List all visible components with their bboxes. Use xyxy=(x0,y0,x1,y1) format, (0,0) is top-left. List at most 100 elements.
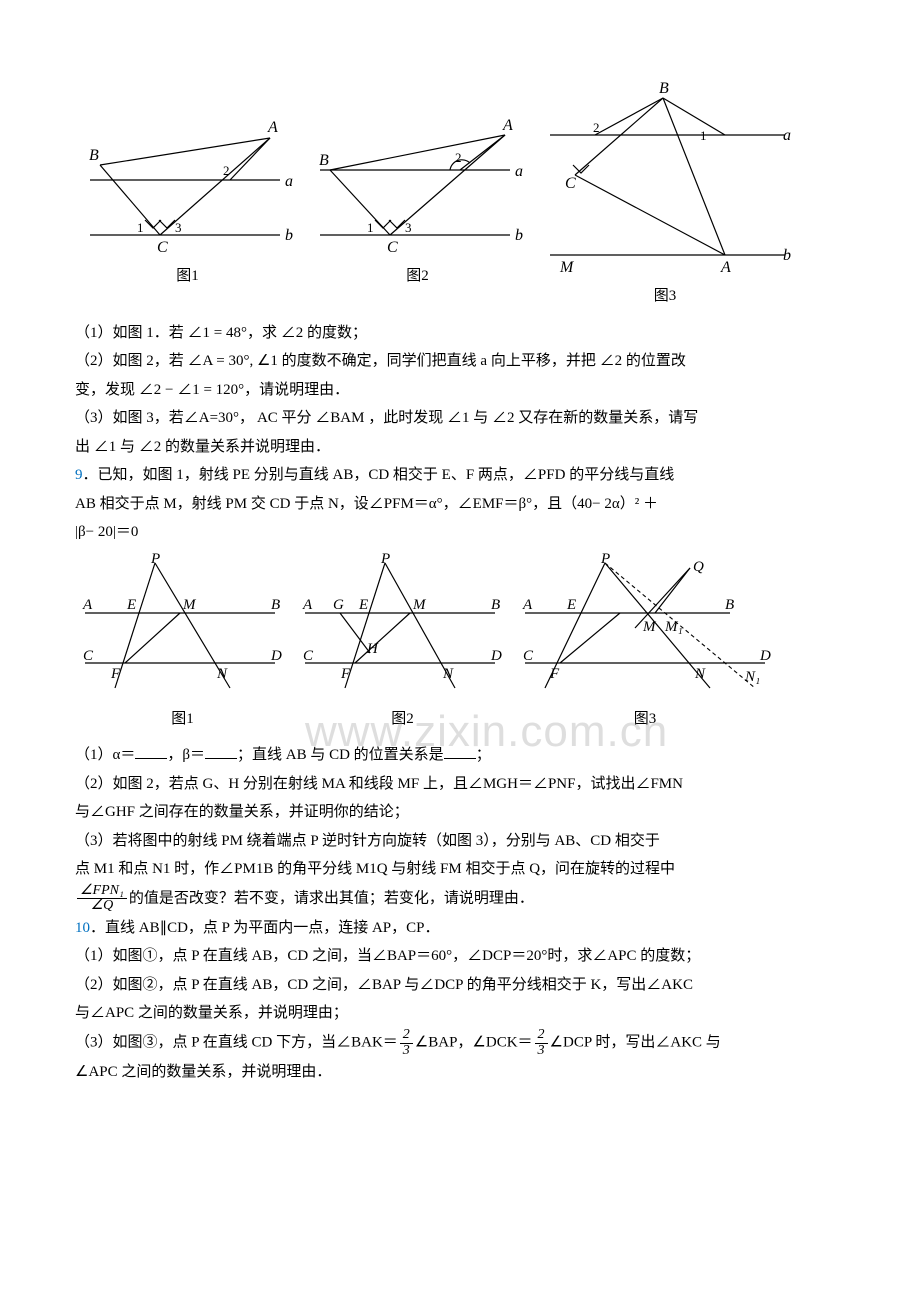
svg-text:D: D xyxy=(490,648,502,664)
geometry-diagram-4: P A B C D E F M N xyxy=(75,553,290,703)
figure-2-1: P A B C D E F M N 图1 xyxy=(75,553,290,734)
svg-text:b: b xyxy=(783,247,791,264)
figure-2-2: P A B C D E F G H M N 图2 xyxy=(295,553,510,734)
q1-3a: （3）如图 3，若∠A=30°， AC 平分 ∠BAM ，此时发现 ∠1 与 ∠… xyxy=(75,404,845,433)
figure-caption-2-1: 图1 xyxy=(171,705,194,734)
p10-q3: （3）如图③，点 P 在直线 CD 下方，当∠BAK＝23∠BAP，∠DCK＝2… xyxy=(75,1028,845,1058)
svg-text:E: E xyxy=(126,597,136,613)
q1-3b: 出 ∠1 与 ∠2 的数量关系并说明理由． xyxy=(75,433,845,462)
svg-text:C: C xyxy=(565,175,576,192)
p9-q3a: （3）若将图中的射线 PM 绕着端点 P 逆时针方向旋转（如图 3），分别与 A… xyxy=(75,827,845,856)
svg-text:C: C xyxy=(523,648,534,664)
svg-text:P: P xyxy=(380,553,390,567)
p9-q3c: ∠FPN₁ ∠Q 的值是否改变？若不变，请求出其值；若变化，请说明理由． xyxy=(75,884,845,914)
p9-intro1: 9．已知，如图 1，射线 PE 分别与直线 AB，CD 相交于 E、F 两点，∠… xyxy=(75,461,845,490)
figure-row-1: A B C a b 1 2 3 图1 xyxy=(75,80,845,311)
fraction-2-3-a: 23 xyxy=(400,1028,413,1058)
figure-1-1: A B C a b 1 2 3 图1 xyxy=(75,80,300,311)
figure-caption-1-3: 图3 xyxy=(654,282,677,311)
svg-text:2: 2 xyxy=(223,163,230,178)
svg-text:1: 1 xyxy=(367,220,374,235)
svg-text:M: M xyxy=(182,597,197,613)
blank-relation xyxy=(444,746,476,760)
svg-text:N: N xyxy=(442,666,454,682)
svg-text:a: a xyxy=(285,173,293,190)
p10-q2a: （2）如图②，点 P 在直线 AB，CD 之间，∠BAP 与∠DCP 的角平分线… xyxy=(75,971,845,1000)
svg-text:D: D xyxy=(759,648,771,664)
svg-text:E: E xyxy=(566,597,576,613)
svg-text:F: F xyxy=(340,666,351,682)
svg-text:Q: Q xyxy=(693,559,704,575)
svg-text:P: P xyxy=(600,553,610,567)
svg-text:a: a xyxy=(515,163,523,180)
p9-q1: （1）α＝，β＝；直线 AB 与 CD 的位置关系是； xyxy=(75,741,845,770)
svg-text:A: A xyxy=(82,597,93,613)
svg-text:C: C xyxy=(157,239,168,256)
q1-2a: （2）如图 2，若 ∠A = 30°, ∠1 的度数不确定，同学们把直线 a 向… xyxy=(75,347,845,376)
svg-text:3: 3 xyxy=(405,220,412,235)
svg-text:b: b xyxy=(515,227,523,244)
figure-caption-1-1: 图1 xyxy=(176,262,199,291)
svg-text:M: M xyxy=(412,597,427,613)
p9-q2b: 与∠GHF 之间存在的数量关系，并证明你的结论； xyxy=(75,798,845,827)
svg-text:B: B xyxy=(319,152,329,169)
figure-caption-2-3: 图3 xyxy=(634,705,657,734)
figure-row-2: P A B C D E F M N 图1 P xyxy=(75,553,845,734)
geometry-diagram-1: A B C a b 1 2 3 xyxy=(75,80,300,260)
svg-text:b: b xyxy=(285,227,293,244)
p9-intro3: |β− 20|＝0 xyxy=(75,518,845,547)
svg-text:B: B xyxy=(89,147,99,164)
q1-2b: 变，发现 ∠2 − ∠1 = 120°，请说明理由． xyxy=(75,376,845,405)
svg-text:A: A xyxy=(302,597,313,613)
svg-text:B: B xyxy=(271,597,280,613)
svg-text:H: H xyxy=(366,641,379,657)
p10-q3d: ∠APC 之间的数量关系，并说明理由． xyxy=(75,1058,845,1087)
svg-text:N: N xyxy=(694,666,706,682)
figure-caption-2-2: 图2 xyxy=(391,705,414,734)
svg-text:2: 2 xyxy=(455,150,462,165)
svg-text:1: 1 xyxy=(137,220,144,235)
fraction-fpn1-q: ∠FPN₁ ∠Q xyxy=(77,884,127,914)
svg-text:A: A xyxy=(522,597,533,613)
geometry-diagram-6: P Q A B C D E F M M₁ N N₁ xyxy=(515,553,775,703)
p10-q2b: 与∠APC 之间的数量关系，并说明理由； xyxy=(75,999,845,1028)
svg-text:B: B xyxy=(725,597,734,613)
p9-q3b: 点 M1 和点 N1 时，作∠PM1B 的角平分线 M1Q 与射线 FM 相交于… xyxy=(75,855,845,884)
problem-number-9: 9 xyxy=(75,467,83,483)
blank-alpha xyxy=(135,746,167,760)
svg-text:3: 3 xyxy=(175,220,182,235)
svg-text:M₁: M₁ xyxy=(664,619,683,635)
svg-text:2: 2 xyxy=(593,120,600,135)
svg-text:F: F xyxy=(110,666,121,682)
svg-text:B: B xyxy=(491,597,500,613)
problem-number-10: 10 xyxy=(75,920,90,936)
svg-text:1: 1 xyxy=(700,128,707,143)
figure-2-3: P Q A B C D E F M M₁ N N₁ 图3 xyxy=(515,553,775,734)
p9-q2a: （2）如图 2，若点 G、H 分别在射线 MA 和线段 MF 上，且∠MGH＝∠… xyxy=(75,770,845,799)
svg-text:N: N xyxy=(216,666,228,682)
svg-text:G: G xyxy=(333,597,344,613)
svg-text:D: D xyxy=(270,648,282,664)
svg-text:A: A xyxy=(502,117,513,134)
svg-text:N₁: N₁ xyxy=(744,669,760,685)
p10-q1: （1）如图①，点 P 在直线 AB，CD 之间，当∠BAP＝60°，∠DCP＝2… xyxy=(75,942,845,971)
svg-text:P: P xyxy=(150,553,160,567)
svg-text:C: C xyxy=(83,648,94,664)
svg-text:A: A xyxy=(720,259,731,276)
svg-text:C: C xyxy=(303,648,314,664)
svg-text:F: F xyxy=(549,666,560,682)
geometry-diagram-2: A B C a b 1 2 3 xyxy=(305,80,530,260)
fraction-2-3-b: 23 xyxy=(535,1028,548,1058)
svg-text:a: a xyxy=(783,127,791,144)
svg-text:A: A xyxy=(267,119,278,136)
p9-intro2: AB 相交于点 M，射线 PM 交 CD 于点 N，设∠PFM＝α°，∠EMF＝… xyxy=(75,490,845,519)
svg-text:C: C xyxy=(387,239,398,256)
figure-caption-1-2: 图2 xyxy=(406,262,429,291)
geometry-diagram-3: B C A M a b 1 2 xyxy=(535,80,795,280)
svg-text:M: M xyxy=(559,259,575,276)
figure-1-3: B C A M a b 1 2 图3 xyxy=(535,80,795,311)
q1-1: （1）如图 1．若 ∠1 = 48°，求 ∠2 的度数； xyxy=(75,319,845,348)
geometry-diagram-5: P A B C D E F G H M N xyxy=(295,553,510,703)
figure-1-2: A B C a b 1 2 3 图2 xyxy=(305,80,530,311)
p10-intro: 10．直线 AB∥CD，点 P 为平面内一点，连接 AP，CP． xyxy=(75,914,845,943)
